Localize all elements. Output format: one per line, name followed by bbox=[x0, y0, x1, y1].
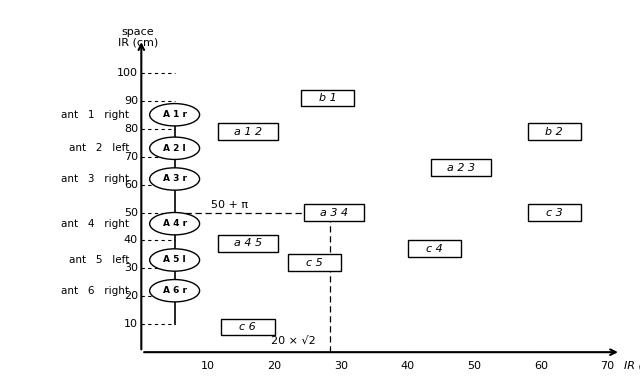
Text: 50: 50 bbox=[124, 207, 138, 217]
FancyBboxPatch shape bbox=[527, 123, 581, 140]
FancyBboxPatch shape bbox=[218, 123, 278, 140]
Text: 40: 40 bbox=[401, 361, 415, 370]
Text: 30: 30 bbox=[334, 361, 348, 370]
Text: 10: 10 bbox=[201, 361, 215, 370]
Text: b 1: b 1 bbox=[319, 93, 337, 103]
Text: 70: 70 bbox=[124, 152, 138, 162]
Text: A 5 l: A 5 l bbox=[163, 255, 186, 264]
Ellipse shape bbox=[150, 104, 200, 126]
Ellipse shape bbox=[150, 279, 200, 302]
Text: 10: 10 bbox=[124, 319, 138, 329]
Text: a 1 2: a 1 2 bbox=[234, 127, 262, 137]
Text: 50 + π: 50 + π bbox=[211, 200, 248, 210]
Text: A 6 r: A 6 r bbox=[163, 286, 187, 295]
FancyBboxPatch shape bbox=[431, 159, 491, 176]
Text: 100: 100 bbox=[117, 68, 138, 78]
Text: 40: 40 bbox=[124, 235, 138, 245]
Ellipse shape bbox=[150, 212, 200, 235]
Text: 90: 90 bbox=[124, 96, 138, 106]
Ellipse shape bbox=[150, 137, 200, 159]
Text: A 2 l: A 2 l bbox=[163, 144, 186, 153]
FancyBboxPatch shape bbox=[221, 319, 275, 336]
Text: a 2 3: a 2 3 bbox=[447, 163, 475, 173]
Text: IR (cm): IR (cm) bbox=[118, 38, 158, 48]
Text: 20 × √2: 20 × √2 bbox=[271, 336, 316, 346]
Text: ant   2   left: ant 2 left bbox=[69, 143, 129, 153]
Ellipse shape bbox=[150, 249, 200, 271]
Text: 20: 20 bbox=[124, 291, 138, 301]
Text: ant   4   right: ant 4 right bbox=[61, 219, 129, 229]
Text: space: space bbox=[122, 27, 154, 36]
Text: IR (sec.): IR (sec.) bbox=[624, 361, 640, 370]
Text: a 3 4: a 3 4 bbox=[321, 207, 349, 217]
Text: c 4: c 4 bbox=[426, 244, 443, 254]
FancyBboxPatch shape bbox=[305, 204, 364, 221]
FancyBboxPatch shape bbox=[408, 240, 461, 257]
Text: ant   1   right: ant 1 right bbox=[61, 110, 129, 120]
FancyBboxPatch shape bbox=[218, 235, 278, 252]
Text: a 4 5: a 4 5 bbox=[234, 238, 262, 248]
Text: ant   3   right: ant 3 right bbox=[61, 174, 129, 184]
Text: 20: 20 bbox=[268, 361, 282, 370]
FancyBboxPatch shape bbox=[301, 90, 355, 106]
Text: c 6: c 6 bbox=[239, 322, 256, 332]
Text: 50: 50 bbox=[467, 361, 481, 370]
Text: A 3 r: A 3 r bbox=[163, 175, 187, 183]
FancyBboxPatch shape bbox=[527, 204, 581, 221]
Text: ant   5   left: ant 5 left bbox=[69, 255, 129, 265]
Text: 60: 60 bbox=[534, 361, 548, 370]
Text: c 5: c 5 bbox=[306, 258, 323, 268]
Text: b 2: b 2 bbox=[545, 127, 563, 137]
Text: c 3: c 3 bbox=[546, 207, 563, 217]
Text: 60: 60 bbox=[124, 180, 138, 190]
Text: 70: 70 bbox=[600, 361, 614, 370]
Ellipse shape bbox=[150, 168, 200, 190]
Text: 80: 80 bbox=[124, 124, 138, 134]
Text: ant   6   right: ant 6 right bbox=[61, 286, 129, 296]
Text: A 4 r: A 4 r bbox=[163, 219, 187, 228]
Text: A 1 r: A 1 r bbox=[163, 110, 187, 119]
FancyBboxPatch shape bbox=[288, 254, 341, 271]
Text: 30: 30 bbox=[124, 264, 138, 273]
